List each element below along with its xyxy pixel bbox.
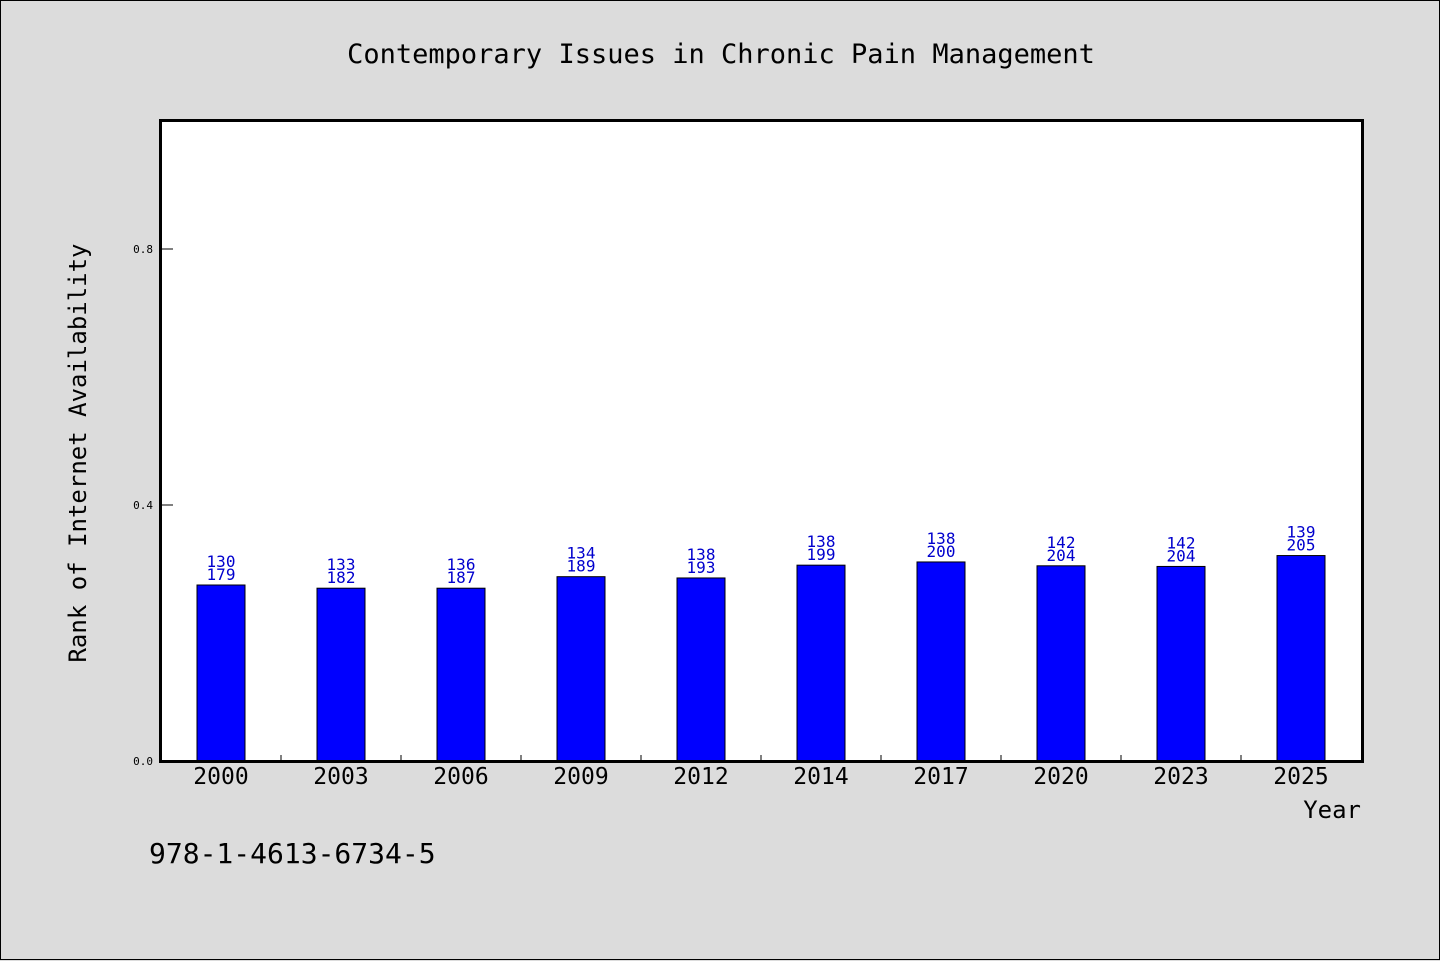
bar-label-bottom: 189 [567,557,596,576]
bar-label-bottom: 204 [1167,546,1196,565]
bar-label-bottom: 200 [927,542,956,561]
y-axis-label: Rank of Internet Availability [64,243,92,662]
bar-label-top: 142 [1047,533,1076,552]
category-labels: 2000 2003 2006 2009 2012 2014 2017 2020 2023 2025 [193,764,1328,790]
bar-label-bottom: 179 [207,565,236,584]
bar-label-bottom: 182 [327,568,356,587]
bar-label-top: 138 [927,529,956,548]
bar-label-top: 136 [447,555,476,574]
x-tick-label: 2006 [433,764,488,790]
bar-2023 [1156,565,1206,762]
x-tick-label: 2012 [673,764,728,790]
x-tick-label: 2025 [1273,764,1328,790]
bar-2014 [796,564,846,762]
x-tick-label: 2017 [913,764,968,790]
x-tick-label: 2003 [313,764,368,790]
bar-2012 [676,577,726,762]
y-tick-label: 0.4 [133,499,153,512]
bar-label-top: 130 [207,552,236,571]
x-axis-label: Year [1303,796,1361,824]
bar-2020 [1036,565,1086,762]
y-tick-label: 0.0 [133,755,153,768]
bar-2009 [556,576,606,762]
bar-label-top: 142 [1167,533,1196,552]
bar-label-bottom: 204 [1047,546,1076,565]
bar-label-top: 133 [327,555,356,574]
x-tick-label: 2023 [1153,764,1208,790]
bar-2017 [916,561,966,762]
bar-2025 [1276,555,1326,762]
bar-2006 [436,587,486,762]
bar-label-top: 134 [567,544,596,563]
bar-label-top: 139 [1287,523,1316,542]
bar-label-top: 138 [807,532,836,551]
bar-2000 [196,584,246,762]
y-tick-label: 0.8 [133,243,153,256]
plot-border [159,119,1364,763]
bar-label-bottom: 199 [807,545,836,564]
x-tick-label: 2014 [793,764,848,790]
bar-label-bottom: 205 [1287,536,1316,555]
bars [196,555,1326,762]
x-tick-label: 2020 [1033,764,1088,790]
bar-2003 [316,587,366,762]
bar-label-bottom: 193 [687,558,716,577]
chart-title: Contemporary Issues in Chronic Pain Mana… [347,39,1095,70]
bar-label-top: 138 [687,545,716,564]
bar-label-bottom: 187 [447,568,476,587]
data-labels: 1301791331821361871341891381931381991382… [207,523,1316,588]
x-tick-label: 2000 [193,764,248,790]
x-tick-label: 2009 [553,764,608,790]
isbn-text: 978-1-4613-6734-5 [149,837,436,870]
